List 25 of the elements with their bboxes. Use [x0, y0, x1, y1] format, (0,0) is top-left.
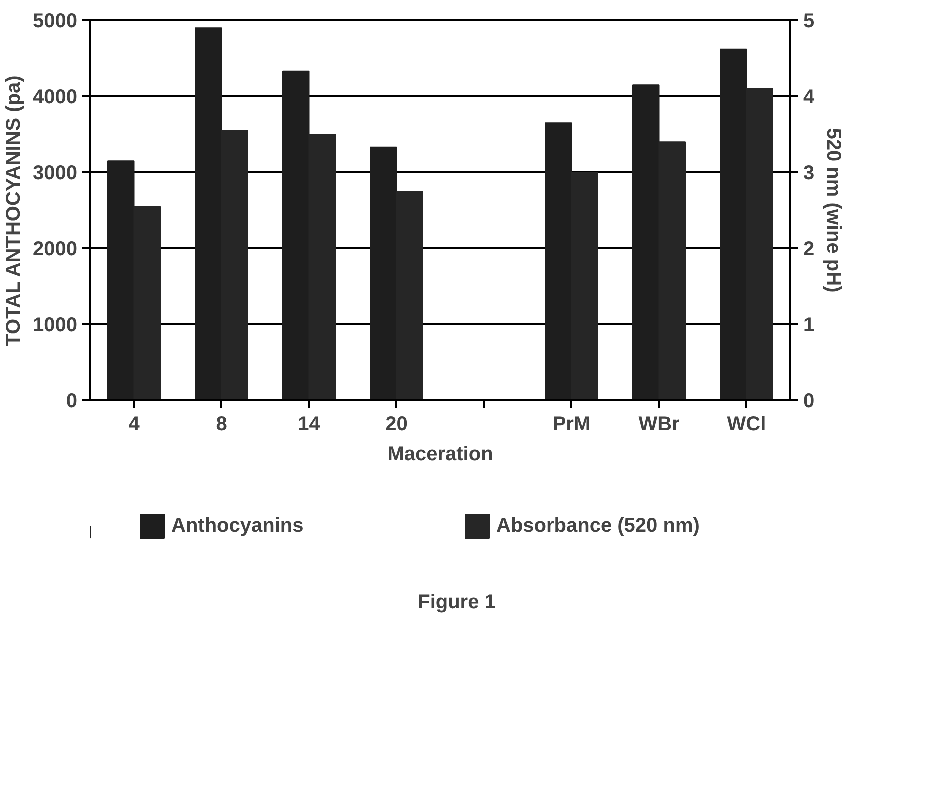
y-tick-label: 0	[66, 390, 78, 412]
y-tick-label: 3000	[33, 162, 78, 184]
y2-tick-label: 2	[804, 238, 815, 260]
y-tick-label: 2000	[33, 238, 78, 260]
y-tick-label: 5000	[33, 10, 78, 32]
x-axis-title: Maceration	[388, 444, 494, 466]
x-tick-label: 8	[216, 414, 228, 436]
x-tick-label: 20	[386, 414, 408, 436]
caption: Figure 1	[418, 592, 496, 614]
x-tick-label: 4	[128, 414, 141, 436]
y-axis-title: TOTAL ANTHOCYANINS (pa)	[3, 76, 26, 346]
x-tick-label: PrM	[552, 414, 591, 436]
y2-tick-label: 0	[804, 390, 815, 412]
legend-label: Absorbance (520 nm)	[496, 514, 701, 538]
y2-tick-label: 1	[804, 314, 815, 336]
y2-tick-label: 4	[804, 86, 816, 108]
x-tick-label: WBr	[638, 414, 680, 436]
y2-axis-title: 520 nm (wine pH)	[822, 128, 845, 293]
legend-label: Anthocyanins	[172, 514, 305, 538]
y2-tick-label: 3	[804, 162, 815, 184]
x-tick-label: WCl	[727, 414, 766, 436]
x-tick-label: 14	[298, 414, 322, 436]
y-tick-label: 4000	[33, 86, 78, 108]
y-tick-label: 1000	[33, 314, 78, 336]
y2-tick-label: 5	[804, 10, 815, 32]
